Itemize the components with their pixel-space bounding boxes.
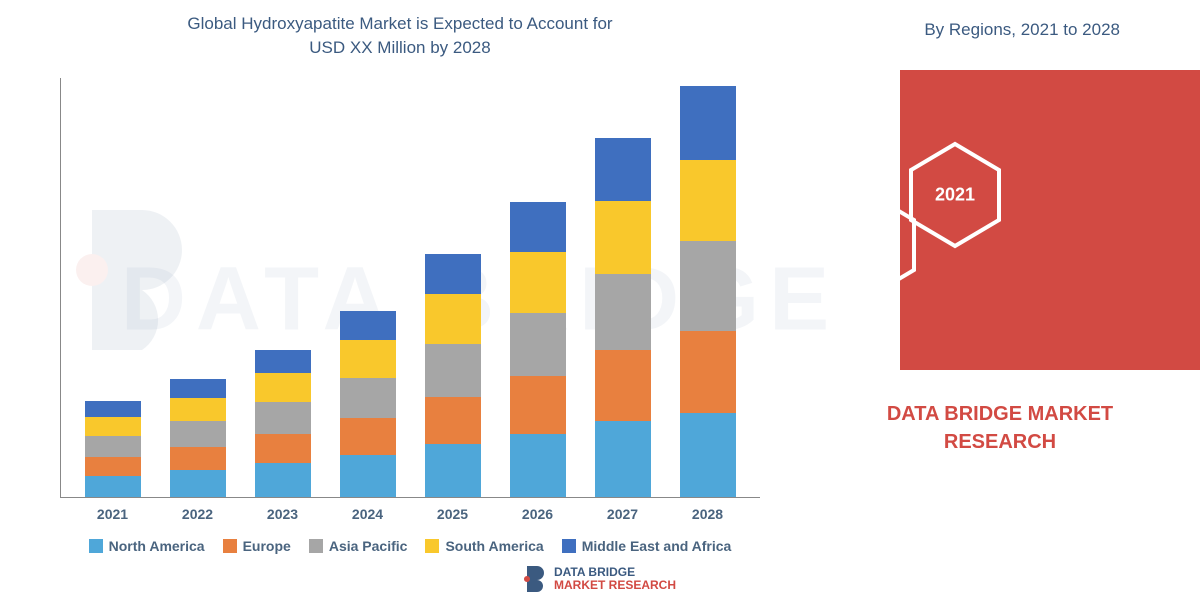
bar-2027 — [595, 138, 651, 497]
hexagon-group: 2028 2021 — [820, 150, 1020, 310]
bar-segment — [340, 378, 396, 418]
x-label: 2028 — [680, 506, 736, 522]
legend-swatch — [309, 539, 323, 553]
legend-swatch — [89, 539, 103, 553]
x-label: 2026 — [510, 506, 566, 522]
bar-2025 — [425, 254, 481, 497]
legend-label: Middle East and Africa — [582, 538, 732, 554]
bar-segment — [595, 350, 651, 421]
legend-swatch — [425, 539, 439, 553]
hex-label-2021: 2021 — [935, 185, 975, 206]
bar-segment — [680, 160, 736, 242]
bar-segment — [340, 311, 396, 340]
bar-segment — [595, 421, 651, 497]
bar-segment — [595, 201, 651, 275]
bar-segment — [425, 294, 481, 344]
chart-title-line1: Global Hydroxyapatite Market is Expected… — [187, 14, 612, 33]
legend-label: Asia Pacific — [329, 538, 408, 554]
legend-item: North America — [89, 538, 205, 554]
bar-segment — [255, 463, 311, 497]
hexagon-2021: 2021 — [905, 140, 1005, 250]
bar-segment — [680, 331, 736, 413]
legend-label: South America — [445, 538, 543, 554]
x-label: 2027 — [595, 506, 651, 522]
legend-label: Europe — [243, 538, 291, 554]
footer-text-top: DATA BRIDGE — [554, 565, 635, 579]
x-label: 2024 — [340, 506, 396, 522]
brand-text: DATA BRIDGE MARKET RESEARCH — [840, 400, 1160, 456]
bar-segment — [85, 436, 141, 457]
footer-logo-text: DATA BRIDGE MARKET RESEARCH — [554, 566, 676, 592]
x-label: 2023 — [255, 506, 311, 522]
bar-segment — [680, 413, 736, 497]
bar-segment — [680, 241, 736, 330]
bar-2028 — [680, 86, 736, 497]
hex-label-2028: 2028 — [850, 235, 890, 256]
bar-segment — [85, 401, 141, 417]
bars-container — [61, 78, 760, 497]
bar-segment — [255, 350, 311, 373]
legend-swatch — [223, 539, 237, 553]
x-label: 2025 — [425, 506, 481, 522]
legend: North America Europe Asia Pacific South Ame… — [60, 538, 760, 554]
brand-line1: DATA BRIDGE MARKET — [887, 403, 1113, 425]
bar-segment — [510, 434, 566, 497]
bar-segment — [510, 202, 566, 252]
bar-segment — [595, 274, 651, 350]
right-subtitle: By Regions, 2021 to 2028 — [924, 20, 1120, 40]
bar-segment — [425, 397, 481, 444]
x-axis-labels: 2021 2022 2023 2024 2025 2026 2027 2028 — [60, 506, 760, 522]
bar-segment — [425, 344, 481, 397]
bar-segment — [340, 340, 396, 378]
bar-segment — [255, 373, 311, 402]
bar-segment — [340, 455, 396, 497]
legend-swatch — [562, 539, 576, 553]
bar-segment — [170, 398, 226, 421]
bar-2021 — [85, 401, 141, 497]
x-label: 2022 — [170, 506, 226, 522]
bar-segment — [85, 417, 141, 436]
legend-label: North America — [109, 538, 205, 554]
legend-item: Middle East and Africa — [562, 538, 732, 554]
chart-panel: Global Hydroxyapatite Market is Expected… — [0, 0, 800, 570]
legend-item: Asia Pacific — [309, 538, 408, 554]
brand-line2: RESEARCH — [944, 431, 1056, 453]
footer-logo-icon — [524, 564, 546, 594]
bar-segment — [595, 138, 651, 201]
bar-segment — [255, 402, 311, 434]
bar-segment — [510, 313, 566, 376]
bar-segment — [425, 254, 481, 294]
bar-2023 — [255, 350, 311, 497]
chart-plot-area — [60, 78, 760, 498]
bar-2022 — [170, 379, 226, 497]
x-label: 2021 — [85, 506, 141, 522]
bar-2024 — [340, 311, 396, 497]
bar-2026 — [510, 202, 566, 497]
bar-segment — [85, 476, 141, 497]
right-panel: By Regions, 2021 to 2028 2028 2021 DATA … — [800, 0, 1200, 570]
bar-segment — [510, 376, 566, 434]
page-container: DATA BRIDGE Global Hydroxyapatite Market… — [0, 0, 1200, 600]
footer-logo: DATA BRIDGE MARKET RESEARCH — [524, 564, 676, 594]
bar-segment — [255, 434, 311, 463]
legend-item: South America — [425, 538, 543, 554]
bar-segment — [170, 470, 226, 496]
chart-title: Global Hydroxyapatite Market is Expected… — [0, 0, 800, 68]
bar-segment — [340, 418, 396, 455]
bar-segment — [170, 379, 226, 398]
bar-segment — [680, 86, 736, 160]
bar-segment — [85, 457, 141, 476]
chart-title-line2: USD XX Million by 2028 — [309, 38, 490, 57]
bar-segment — [425, 444, 481, 497]
bar-segment — [170, 447, 226, 470]
bar-segment — [510, 252, 566, 313]
legend-item: Europe — [223, 538, 291, 554]
bar-segment — [170, 421, 226, 447]
footer-text-bottom: MARKET RESEARCH — [554, 578, 676, 592]
